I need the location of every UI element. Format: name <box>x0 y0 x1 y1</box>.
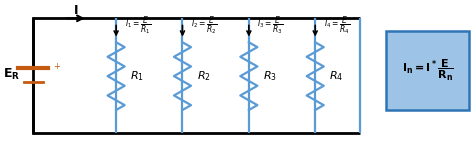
Text: $I_2=\dfrac{E}{R_2}$: $I_2=\dfrac{E}{R_2}$ <box>191 14 217 36</box>
Text: $R_2$: $R_2$ <box>197 69 210 83</box>
Text: $\mathbf{E_R}$: $\mathbf{E_R}$ <box>3 67 20 82</box>
Text: $R_1$: $R_1$ <box>130 69 144 83</box>
Text: $\mathbf{I_n=I^*\dfrac{E}{R_n}}$: $\mathbf{I_n=I^*\dfrac{E}{R_n}}$ <box>402 58 454 83</box>
Text: $+$: $+$ <box>53 61 61 70</box>
Text: $I_4=\dfrac{E}{R_4}$: $I_4=\dfrac{E}{R_4}$ <box>324 14 350 36</box>
Text: $R_4$: $R_4$ <box>329 69 344 83</box>
Text: $I_1=\dfrac{E}{R_1}$: $I_1=\dfrac{E}{R_1}$ <box>125 14 151 36</box>
Text: $\mathbf{I}$: $\mathbf{I}$ <box>73 4 79 17</box>
FancyBboxPatch shape <box>386 31 469 110</box>
Text: $R_3$: $R_3$ <box>263 69 277 83</box>
Text: $I_3=\dfrac{E}{R_3}$: $I_3=\dfrac{E}{R_3}$ <box>257 14 283 36</box>
